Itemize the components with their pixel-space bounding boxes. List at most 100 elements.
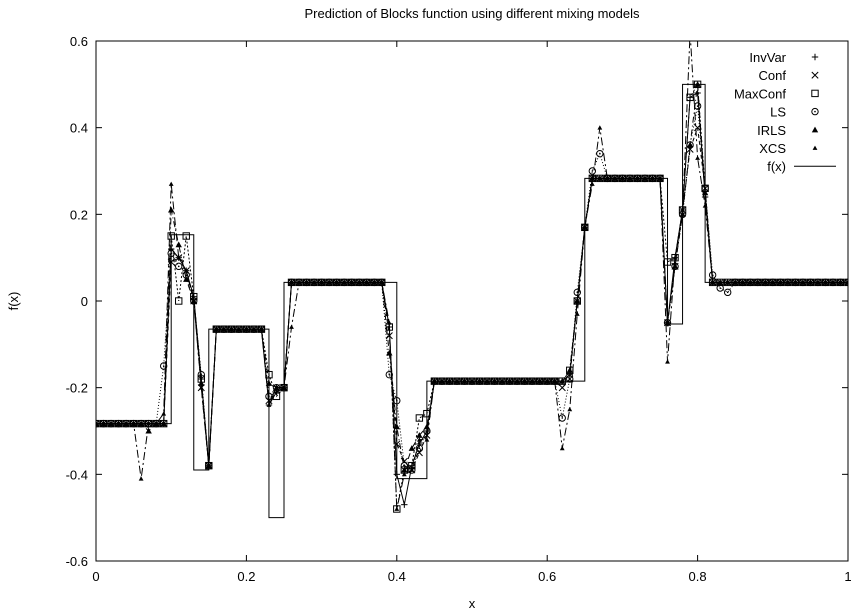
legend-marker <box>811 89 819 98</box>
y-axis-label: f(x) <box>6 292 21 311</box>
data-point <box>671 253 679 262</box>
data-point <box>672 255 678 260</box>
data-point <box>596 149 604 158</box>
legend-label: IRLS <box>757 123 786 138</box>
plot-frame <box>95 40 849 562</box>
y-tick-label: -0.4 <box>66 467 88 482</box>
data-point <box>566 375 574 383</box>
legend-marker <box>811 71 819 79</box>
data-point <box>175 262 183 271</box>
data-point <box>183 276 190 282</box>
data-point <box>175 241 182 248</box>
data-point <box>386 349 393 356</box>
data-point <box>183 268 189 273</box>
legend-label: XCS <box>759 141 786 156</box>
y-tick-label: 0.6 <box>70 34 88 49</box>
data-point <box>385 370 393 379</box>
axis-ticks: 0 0.2 0.4 0.6 0.8 1 -0.6 -0.4 -0.2 0 0.2 0.4 0.6 <box>66 34 852 584</box>
y-tick-label: 0 <box>81 294 88 309</box>
data-point <box>401 471 407 477</box>
data-point <box>845 279 848 285</box>
legend-item: IRLS <box>757 123 819 138</box>
legend-marker <box>811 107 819 116</box>
data-point <box>566 367 573 373</box>
legend-marker <box>811 126 819 133</box>
data-point <box>401 501 408 508</box>
data-point <box>401 466 408 473</box>
data-point <box>589 181 595 186</box>
x-tick-label: 0.6 <box>538 569 556 584</box>
legend-marker <box>812 145 818 150</box>
y-tick-label: -0.2 <box>66 381 88 396</box>
series-2 <box>96 80 848 513</box>
data-point <box>597 125 603 130</box>
data-point <box>176 255 182 260</box>
data-point <box>394 506 400 511</box>
data-point <box>198 380 205 386</box>
data-point <box>289 324 294 329</box>
x-tick-label: 0.2 <box>237 569 255 584</box>
series-layer <box>96 30 848 519</box>
series-line <box>96 83 848 519</box>
y-tick-label: 0.2 <box>70 207 88 222</box>
data-point <box>168 181 174 186</box>
data-point <box>665 359 670 364</box>
data-point <box>416 432 423 438</box>
legend-item: f(x) <box>767 159 836 174</box>
data-point <box>695 155 700 160</box>
data-point <box>415 444 424 453</box>
data-point <box>159 362 168 370</box>
data-point <box>688 30 693 34</box>
legend-item: XCS <box>759 141 818 156</box>
data-point <box>386 320 392 325</box>
data-point <box>416 440 423 448</box>
data-point <box>574 297 581 304</box>
data-point <box>574 311 580 316</box>
legend-label: Conf <box>759 68 787 83</box>
data-point <box>409 467 415 472</box>
data-point <box>588 167 597 175</box>
legend-label: LS <box>770 105 786 120</box>
legend-item: MaxConf <box>734 86 819 101</box>
data-point <box>274 385 279 390</box>
data-point <box>416 437 422 442</box>
data-point <box>138 476 144 481</box>
x-tick-label: 0.8 <box>689 569 707 584</box>
data-point <box>567 406 573 412</box>
legend-marker <box>811 53 819 61</box>
data-point <box>408 445 416 451</box>
data-point <box>182 232 190 240</box>
data-point <box>686 141 694 148</box>
data-point <box>671 263 679 269</box>
data-point <box>558 384 566 392</box>
legend-item: LS <box>770 105 819 120</box>
data-point <box>686 93 694 102</box>
data-point <box>559 445 565 451</box>
series-1 <box>96 124 848 474</box>
x-tick-label: 0 <box>92 569 99 584</box>
series-3 <box>96 102 848 474</box>
data-point <box>723 288 732 297</box>
series-5 <box>96 30 848 511</box>
data-point <box>175 297 183 305</box>
data-point <box>415 414 424 422</box>
legend: InvVar Conf MaxConf LS IRLS XCS f(x) <box>734 50 836 174</box>
legend-item: InvVar <box>749 50 819 65</box>
series-4 <box>96 81 848 473</box>
y-tick-label: -0.6 <box>66 554 88 569</box>
chart-title: Prediction of Blocks function using diff… <box>304 6 640 21</box>
y-tick-label: 0.4 <box>70 121 88 136</box>
legend-label: f(x) <box>767 159 786 174</box>
data-point <box>168 206 175 213</box>
data-point <box>694 89 701 97</box>
x-tick-label: 0.4 <box>388 569 406 584</box>
series-6 <box>96 83 848 519</box>
legend-label: InvVar <box>749 50 786 65</box>
data-point <box>272 392 281 401</box>
legend-item: Conf <box>759 68 819 83</box>
legend-label: MaxConf <box>734 86 786 101</box>
data-point <box>198 385 204 390</box>
data-point <box>693 102 702 110</box>
x-axis-label: x <box>469 596 476 611</box>
